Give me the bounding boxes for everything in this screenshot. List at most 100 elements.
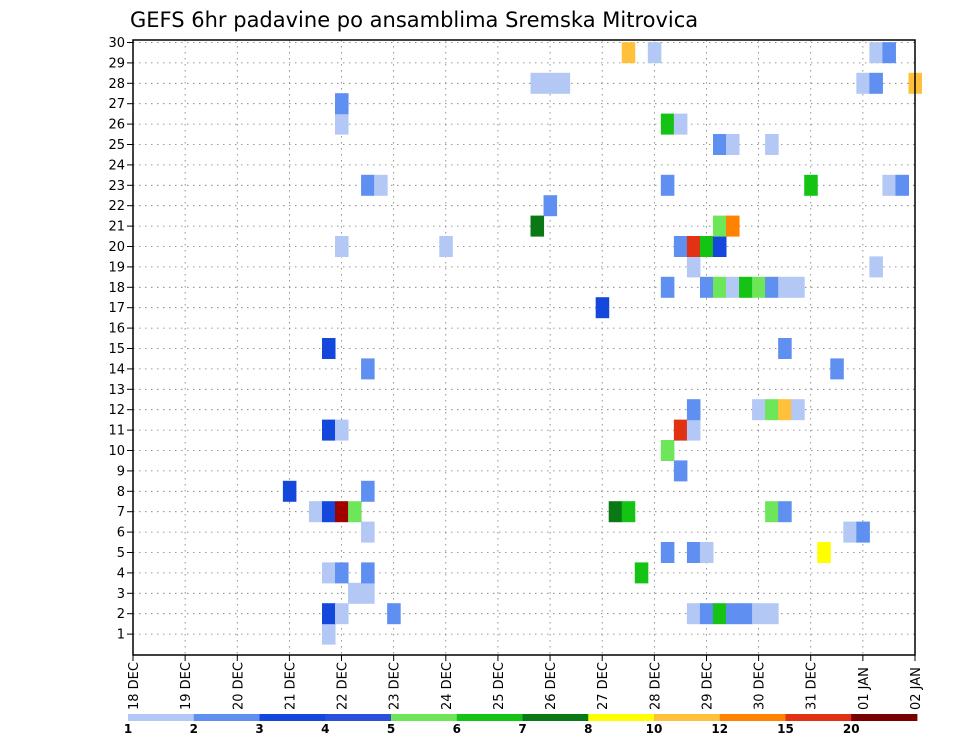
data-cell bbox=[882, 42, 896, 64]
data-cell bbox=[895, 174, 909, 196]
data-cell bbox=[778, 276, 792, 298]
y-tick-label: 8 bbox=[117, 485, 125, 500]
y-tick-label: 1 bbox=[117, 628, 125, 643]
data-cell bbox=[660, 440, 675, 461]
x-tick-label: 23 DEC bbox=[388, 662, 403, 710]
data-cell bbox=[335, 603, 349, 625]
data-cell bbox=[843, 521, 857, 543]
y-tick-label: 16 bbox=[108, 322, 125, 337]
data-cell bbox=[765, 501, 779, 523]
y-tick-label: 15 bbox=[108, 342, 125, 357]
x-tick-label: 22 DEC bbox=[336, 662, 351, 710]
data-cell bbox=[335, 113, 349, 135]
x-tick-label: 18 DEC bbox=[127, 662, 142, 710]
data-cell bbox=[530, 72, 545, 94]
x-tick-label: 20 DEC bbox=[231, 662, 246, 710]
x-tick-label: 26 DEC bbox=[544, 662, 559, 710]
x-tick-label: 31 DEC bbox=[805, 662, 820, 710]
data-cell bbox=[726, 276, 740, 298]
data-cells bbox=[282, 42, 923, 645]
data-cell bbox=[335, 236, 349, 257]
legend-swatch bbox=[391, 714, 458, 721]
color-legend: 1 2 3 4 5 6 7 8 10 12 15 20 bbox=[124, 714, 918, 736]
legend-label: 8 bbox=[584, 722, 592, 736]
y-tick-label: 20 bbox=[108, 240, 125, 255]
y-tick-label: 28 bbox=[108, 77, 125, 92]
data-cell bbox=[712, 236, 727, 257]
data-cell bbox=[361, 358, 375, 380]
data-cell bbox=[660, 276, 675, 298]
legend-label: 15 bbox=[777, 722, 794, 736]
data-cell bbox=[765, 603, 779, 625]
data-cell bbox=[361, 174, 375, 196]
data-cell bbox=[321, 623, 336, 645]
x-tick-label: 02 JAN bbox=[909, 667, 924, 710]
legend-label: 12 bbox=[711, 722, 728, 736]
x-tick-label: 29 DEC bbox=[700, 662, 715, 710]
data-cell bbox=[699, 603, 714, 625]
data-cell bbox=[673, 113, 688, 135]
data-cell bbox=[712, 603, 727, 625]
data-cell bbox=[335, 419, 349, 441]
data-cell bbox=[765, 134, 779, 155]
legend-swatch bbox=[259, 714, 326, 721]
data-cell bbox=[361, 521, 375, 543]
data-cell bbox=[686, 542, 701, 563]
y-tick-label: 9 bbox=[117, 464, 125, 479]
y-tick-label: 6 bbox=[117, 526, 125, 541]
data-cell bbox=[712, 276, 727, 298]
data-cell bbox=[308, 501, 323, 523]
legend-label: 4 bbox=[321, 722, 329, 736]
data-cell bbox=[752, 276, 766, 298]
data-cell bbox=[830, 358, 844, 380]
y-tick-label: 30 bbox=[108, 36, 125, 51]
y-tick-label: 27 bbox=[108, 97, 125, 112]
legend-swatch bbox=[128, 714, 195, 721]
legend-label: 3 bbox=[255, 722, 263, 736]
data-cell bbox=[321, 338, 336, 359]
data-cell bbox=[699, 236, 714, 257]
data-cell bbox=[712, 215, 727, 237]
data-cell bbox=[699, 276, 714, 298]
data-cell bbox=[726, 215, 740, 237]
data-cell bbox=[869, 256, 883, 278]
y-tick-label: 3 bbox=[117, 587, 125, 602]
data-cell bbox=[791, 399, 805, 421]
data-cell bbox=[595, 297, 610, 319]
legend-label: 20 bbox=[843, 722, 860, 736]
data-cell bbox=[387, 603, 401, 625]
data-cell bbox=[361, 562, 375, 584]
data-cell bbox=[699, 542, 714, 563]
y-tick-label: 18 bbox=[108, 281, 125, 296]
data-cell bbox=[348, 501, 362, 523]
data-cell bbox=[752, 603, 766, 625]
data-cell bbox=[739, 276, 753, 298]
legend-swatch bbox=[522, 714, 589, 721]
y-tick-label: 29 bbox=[108, 56, 125, 71]
y-tick-label: 23 bbox=[108, 179, 125, 194]
data-cell bbox=[856, 72, 870, 94]
y-tick-label: 25 bbox=[108, 138, 125, 153]
legend-swatch bbox=[719, 714, 786, 721]
legend-swatch bbox=[785, 714, 852, 721]
y-tick-label: 12 bbox=[108, 403, 125, 418]
data-cell bbox=[647, 42, 662, 64]
grid-lines bbox=[133, 40, 916, 655]
data-cell bbox=[361, 582, 375, 604]
data-cell bbox=[726, 603, 740, 625]
data-cell bbox=[608, 501, 623, 523]
legend-label: 7 bbox=[518, 722, 526, 736]
data-cell bbox=[556, 72, 571, 94]
data-cell bbox=[804, 174, 818, 196]
data-cell bbox=[660, 542, 675, 563]
x-tick-label: 28 DEC bbox=[648, 662, 663, 710]
x-tick-label: 21 DEC bbox=[283, 662, 298, 710]
data-cell bbox=[660, 113, 675, 135]
data-cell bbox=[712, 134, 727, 155]
data-cell bbox=[791, 276, 805, 298]
y-tick-label: 19 bbox=[108, 260, 125, 275]
data-cell bbox=[335, 562, 349, 584]
data-cell bbox=[634, 562, 649, 584]
data-cell bbox=[621, 42, 636, 64]
